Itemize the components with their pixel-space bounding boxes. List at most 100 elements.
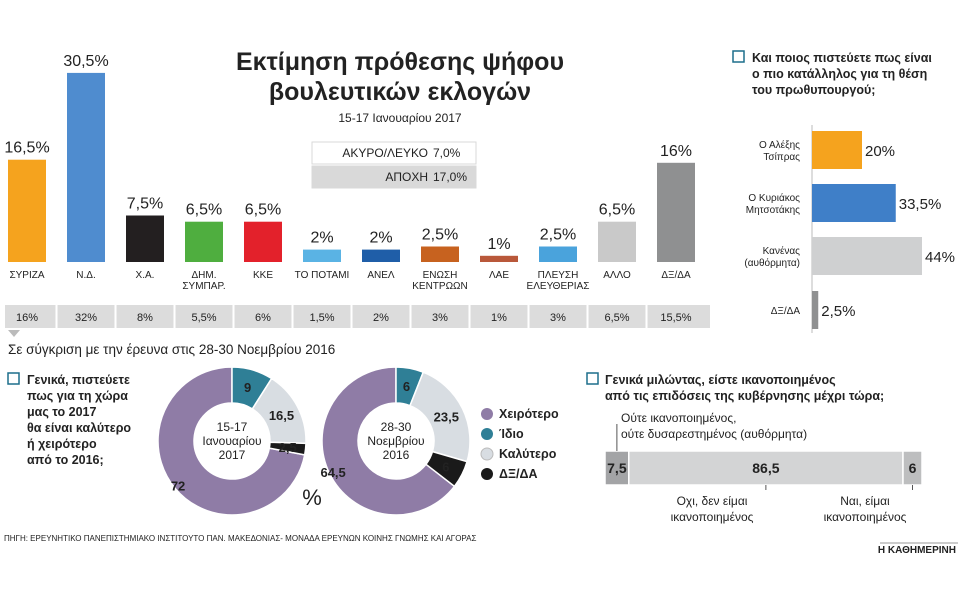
value-label: 20% xyxy=(865,143,895,160)
bar xyxy=(812,237,922,275)
bar xyxy=(67,72,105,263)
pointer xyxy=(8,330,20,337)
chart-title: Εκτίμηση πρόθεσης ψήφου βουλευτικών εκλογ… xyxy=(236,48,564,106)
publisher: Η ΚΑΘΗΜΕΡΙΝΗ xyxy=(878,545,956,556)
comparison-value: 15,5% xyxy=(660,312,691,324)
slice-label: 23,5 xyxy=(434,409,459,424)
value-label: 1% xyxy=(487,236,510,253)
legend-swatch xyxy=(481,408,493,420)
info-row xyxy=(311,141,477,165)
category-label: Χ.Α. xyxy=(136,270,155,281)
bar xyxy=(480,255,518,262)
checkbox-icon xyxy=(7,372,20,385)
bar xyxy=(8,159,46,262)
checkbox-icon xyxy=(732,50,745,63)
bar xyxy=(539,246,577,262)
category-label: ΔΞ/ΔΑ xyxy=(661,270,691,281)
slice-label: 9 xyxy=(244,380,251,395)
comparison-value: 6,5% xyxy=(604,312,629,324)
category-label: Ν.Δ. xyxy=(76,270,95,281)
category-label: ΣΥΡΙΖΑ xyxy=(9,270,44,281)
slice-label: 72 xyxy=(171,479,185,494)
value-label: 2,5% xyxy=(540,227,576,244)
value-label: 6 xyxy=(909,460,917,476)
comparison-value: 2% xyxy=(373,312,389,324)
category-label: ΤΟ ΠΟΤΑΜΙ xyxy=(295,270,350,281)
comparison-value: 16% xyxy=(16,312,38,324)
bar xyxy=(421,246,459,262)
chart-subtitle: 15-17 Ιανουαρίου 2017 xyxy=(338,111,462,125)
info-value: 17,0% xyxy=(433,170,467,184)
value-label: 16,5% xyxy=(4,140,49,157)
legend-swatch xyxy=(481,468,493,480)
bar xyxy=(244,221,282,262)
value-label: 2% xyxy=(369,230,392,247)
category-label: Κανένας (αυθόρμητα) xyxy=(744,245,800,269)
center-label: 28-30 Νοεμβρίου 2016 xyxy=(367,420,424,462)
category-label: ΔΗΜ. ΣΥΜΠΑΡ. xyxy=(182,270,225,292)
chart-title: Και ποιος πιστεύετε πως είναι ο πιο κατάλ… xyxy=(752,51,932,97)
bar xyxy=(812,184,896,222)
bar xyxy=(598,221,636,262)
value-label: 2% xyxy=(310,230,333,247)
value-label: 7,5% xyxy=(127,196,163,213)
chart-title: Γενικά, πιστεύετε πως για τη χώρα μας το 2… xyxy=(27,373,131,467)
info-row xyxy=(311,165,477,189)
info-value: 7,0% xyxy=(433,146,461,160)
value-label: 30,5% xyxy=(63,53,108,70)
annotation: Ούτε ικανοποιημένος, ούτε δυσαρεστημένος … xyxy=(621,411,807,441)
legend-swatch xyxy=(481,428,493,440)
bar xyxy=(657,162,695,262)
bar xyxy=(362,249,400,262)
category-label: Ο Αλέξης Τσίπρας xyxy=(759,139,800,163)
comparison-value: 3% xyxy=(432,312,448,324)
comparison-band xyxy=(5,305,710,328)
slice-label: 16,5 xyxy=(269,408,294,423)
comparison-value: 5,5% xyxy=(191,312,216,324)
value-label: 7,5 xyxy=(607,460,627,476)
value-label: 33,5% xyxy=(899,196,942,213)
category-label: ΕΝΩΣΗ ΚΕΝΤΡΩΩΝ xyxy=(412,270,468,292)
comparison-value: 1,5% xyxy=(309,312,334,324)
legend-swatch xyxy=(480,447,494,461)
legend-label: Ίδιο xyxy=(499,427,524,441)
slice-label: 6 xyxy=(442,459,449,474)
chart-title: Γενικά μιλώντας, είστε ικανοποιημένος από… xyxy=(605,373,884,403)
donut-slice xyxy=(321,366,456,516)
category-label: ΛΑΕ xyxy=(489,270,509,281)
comparison-value: 3% xyxy=(550,312,566,324)
category-label: ΑΝΕΛ xyxy=(367,270,395,281)
value-label: 86,5 xyxy=(752,460,779,476)
value-label: 2,5% xyxy=(422,227,458,244)
value-label: 44% xyxy=(925,249,955,266)
value-label: 16% xyxy=(660,143,692,160)
slice-label: 2,5 xyxy=(279,440,297,455)
slice-label: 6 xyxy=(403,379,410,394)
comparison-value: 32% xyxy=(75,312,97,324)
bar xyxy=(812,291,819,329)
category-label: ΔΞ/ΔΑ xyxy=(771,306,801,317)
legend-label: Χειρότερο xyxy=(499,407,559,421)
comparison-value: 6% xyxy=(255,312,271,324)
annotation: Ναι, είμαι ικανοποιημένος xyxy=(824,494,907,524)
bar xyxy=(185,221,223,262)
category-label: Ο Κυριάκος Μητσοτάκης xyxy=(746,192,800,216)
info-label: ΑΚΥΡΟ/ΛΕΥΚΟ xyxy=(342,146,428,160)
center-label: 15-17 Ιανουαρίου 2017 xyxy=(202,420,261,462)
value-label: 2,5% xyxy=(821,303,855,320)
value-label: 6,5% xyxy=(599,202,635,219)
comparison-value: 1% xyxy=(491,312,507,324)
category-label: ΚΚΕ xyxy=(253,270,273,281)
value-label: 6,5% xyxy=(245,202,281,219)
bar xyxy=(126,215,164,262)
comparison-value: 8% xyxy=(137,312,153,324)
legend-label: Καλύτερο xyxy=(499,447,557,461)
bar xyxy=(303,249,341,262)
info-label: ΑΠΟΧΗ xyxy=(385,170,428,184)
annotation: Οχι, δεν είμαι ικανοποιημένος xyxy=(671,494,754,524)
donut-slice xyxy=(409,371,471,463)
category-label: ΠΛΕΥΣΗ ΕΛΕΥΘΕΡΙΑΣ xyxy=(527,270,590,292)
donut-slice xyxy=(268,441,307,456)
slice-label: 64,5 xyxy=(320,465,345,480)
